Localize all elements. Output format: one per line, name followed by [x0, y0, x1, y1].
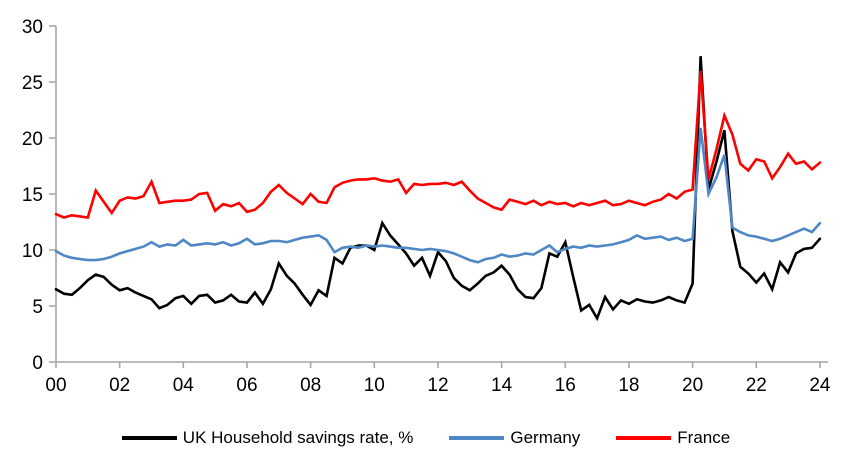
x-axis-label: 12 [427, 375, 448, 396]
chart-legend: UK Household savings rate, % Germany Fra… [0, 428, 852, 448]
x-axis-label: 02 [109, 375, 130, 396]
y-axis-label: 0 [32, 353, 43, 374]
chart-plot-area: 0 5 10 15 20 25 30 00 02 04 06 08 10 12 14 16 18 20 22 24 [22, 17, 831, 396]
x-axis-label: 08 [300, 375, 321, 396]
y-axis-label: 30 [22, 17, 43, 38]
legend-item-germany: Germany [449, 428, 580, 448]
x-axis-label: 18 [618, 375, 639, 396]
legend-label-germany: Germany [510, 428, 581, 447]
x-axis-label: 00 [45, 375, 66, 396]
axis-lines [55, 26, 828, 363]
legend-line-uk [121, 436, 177, 440]
x-axis-label: 20 [682, 375, 703, 396]
x-axis-label: 06 [236, 375, 257, 396]
y-axis-label: 10 [22, 241, 43, 262]
legend-item-france: France [616, 428, 730, 448]
legend-line-france [616, 436, 672, 440]
y-axis-label: 5 [32, 297, 43, 318]
legend-label-france: France [677, 428, 731, 447]
x-axis-label: 10 [364, 375, 385, 396]
x-axis-label: 16 [555, 375, 576, 396]
x-axis-label: 14 [491, 375, 513, 396]
y-axis-label: 20 [22, 129, 43, 150]
legend-line-germany [449, 436, 505, 440]
legend-item-uk: UK Household savings rate, % [121, 428, 414, 448]
series-line-germany [54, 127, 822, 264]
y-axis-label: 15 [22, 185, 43, 206]
x-axis-label: 04 [173, 375, 195, 396]
series-line-uk [54, 56, 822, 322]
legend-label-uk: UK Household savings rate, % [182, 428, 414, 447]
y-axis-label: 25 [22, 73, 43, 94]
x-axis-label: 22 [746, 375, 767, 396]
x-axis-label: 24 [809, 375, 831, 396]
series-line-france [54, 70, 822, 219]
